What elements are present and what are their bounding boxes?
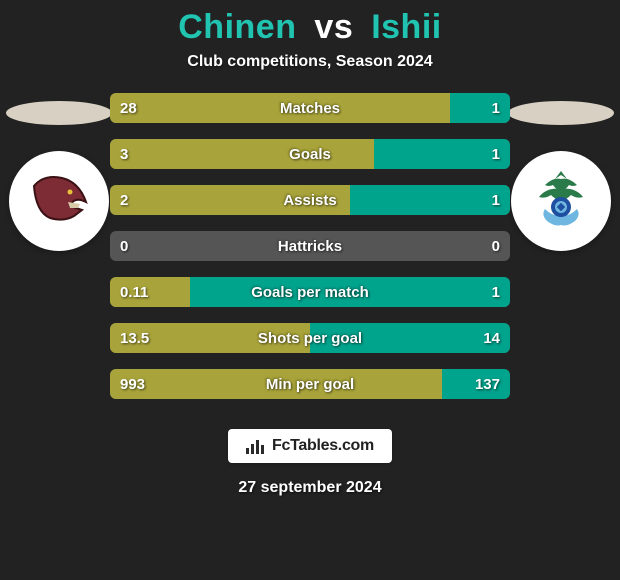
page-root: Chinen vs Ishii Club competitions, Seaso… <box>0 0 620 580</box>
team-crest-right <box>511 151 611 251</box>
shadow-ellipse-left <box>6 101 112 125</box>
player1-name: Chinen <box>178 8 296 46</box>
stat-bar-right <box>442 369 510 399</box>
stat-label: Hattricks <box>110 231 510 261</box>
brand-chart-icon <box>246 438 266 454</box>
stat-bar-left <box>110 323 310 353</box>
stat-bar-right <box>190 277 510 307</box>
stat-bar-right <box>374 139 510 169</box>
stat-row: 21Assists <box>110 185 510 215</box>
stat-row: 0.111Goals per match <box>110 277 510 307</box>
stat-bar-right <box>310 323 510 353</box>
subtitle: Club competitions, Season 2024 <box>187 53 432 71</box>
stat-row: 281Matches <box>110 93 510 123</box>
stat-bar-left <box>110 139 374 169</box>
team-crest-left <box>9 151 109 251</box>
vs-text: vs <box>314 8 353 46</box>
stat-bar-right <box>350 185 510 215</box>
body-row: 281Matches 31Goals 21Assists 0 0Hattricks 0.1… <box>0 93 620 580</box>
stat-row: 993137Min per goal <box>110 369 510 399</box>
brand-badge: FcTables.com <box>228 429 392 463</box>
stat-bar-left <box>110 369 442 399</box>
brand-text: FcTables.com <box>272 437 374 455</box>
stat-row: 31Goals <box>110 139 510 169</box>
player2-name: Ishii <box>371 8 442 46</box>
shadow-ellipse-right <box>508 101 614 125</box>
crest-left-icon <box>24 166 94 236</box>
stats-container: 281Matches 31Goals 21Assists 0 0Hattricks 0.1… <box>110 93 510 415</box>
date-text: 27 september 2024 <box>238 479 381 497</box>
crest-right-icon <box>525 165 597 237</box>
stat-bar-left <box>110 93 450 123</box>
page-title: Chinen vs Ishii <box>178 8 441 47</box>
stat-row: 13.514Shots per goal <box>110 323 510 353</box>
stat-value-right: 0 <box>492 231 500 261</box>
stat-bar-left <box>110 185 350 215</box>
stat-bar-left <box>110 277 190 307</box>
stat-row: 0 0Hattricks <box>110 231 510 261</box>
team-left <box>4 101 114 251</box>
team-right <box>506 101 616 251</box>
stat-value-left: 0 <box>120 231 128 261</box>
footer: FcTables.com 27 september 2024 <box>0 429 620 497</box>
stat-bar-right <box>450 93 510 123</box>
